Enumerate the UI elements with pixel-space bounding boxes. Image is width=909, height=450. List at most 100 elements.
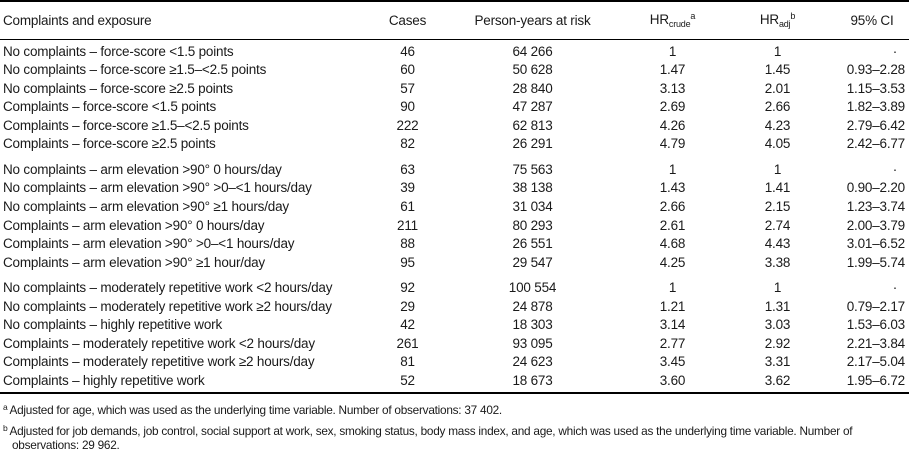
cell-person-years: 24 878 bbox=[512, 298, 553, 314]
cell-exposure-label: Complaints – force-score ≥1.5–<2.5 point… bbox=[3, 117, 249, 133]
cell-person-years: 50 628 bbox=[512, 62, 553, 78]
cell-cases: 92 bbox=[400, 280, 415, 296]
cell-hr-adj: 4.05 bbox=[764, 136, 791, 152]
cell-hr-adj: 4.43 bbox=[764, 236, 791, 252]
results-table: Complaints and exposure Cases Person-yea… bbox=[0, 0, 909, 394]
cell-95-ci: 1.95–6.72 bbox=[846, 373, 905, 388]
table-row: Complaints – moderately repetitive work … bbox=[0, 353, 909, 372]
cell-hr-crude: 1 bbox=[668, 161, 677, 177]
cell-exposure-label: No complaints – moderately repetitive wo… bbox=[3, 298, 332, 314]
footnote-a: a Adjusted for age, which was used as the… bbox=[3, 400, 906, 418]
hr-crude-subscript: crude bbox=[668, 19, 691, 29]
cell-hr-crude: 1.21 bbox=[659, 298, 686, 314]
cell-person-years: 75 563 bbox=[512, 161, 553, 177]
cell-hr-adj: 1 bbox=[773, 161, 782, 177]
table-row: Complaints – highly repetitive work 52 18 … bbox=[0, 371, 909, 393]
cell-95-ci: 0.90–2.20 bbox=[846, 180, 905, 196]
cell-person-years: 47 287 bbox=[512, 99, 553, 115]
cell-cases: 81 bbox=[400, 354, 415, 370]
cell-hr-crude: 3.14 bbox=[659, 317, 686, 333]
cell-cases: 61 bbox=[400, 198, 415, 214]
cell-hr-adj: 4.23 bbox=[764, 117, 791, 133]
table-row: Complaints – arm elevation >90° ≥1 hour/… bbox=[0, 253, 909, 272]
cell-cases: 46 bbox=[400, 43, 415, 59]
cell-hr-adj: 2.15 bbox=[764, 198, 791, 214]
cell-exposure-label: Complaints – highly repetitive work bbox=[3, 373, 205, 388]
cell-hr-adj: 1.31 bbox=[764, 298, 791, 314]
cell-hr-crude: 1 bbox=[668, 280, 677, 296]
cell-hr-adj: 3.38 bbox=[764, 254, 791, 270]
cell-exposure-label: No complaints – force-score <1.5 points bbox=[3, 43, 234, 59]
table-row: Complaints – arm elevation >90° >0–<1 ho… bbox=[0, 234, 909, 253]
header-hr-adj: HRadjb bbox=[720, 1, 835, 40]
table-row: No complaints – force-score ≥2.5 points 5… bbox=[0, 79, 909, 98]
cell-person-years: 26 291 bbox=[512, 136, 553, 152]
cell-exposure-label: No complaints – arm elevation >90° ≥1 ho… bbox=[3, 198, 289, 214]
cell-95-ci: 2.00–3.79 bbox=[846, 217, 905, 233]
header-hr-crude: HRcrudea bbox=[625, 1, 720, 40]
cell-95-ci: 3.01–6.52 bbox=[846, 236, 905, 252]
cell-cases: 211 bbox=[397, 217, 418, 233]
cell-95-ci: 2.21–3.84 bbox=[846, 335, 905, 351]
cell-cases: 42 bbox=[400, 317, 415, 333]
table-row: No complaints – arm elevation >90° 0 hou… bbox=[0, 153, 909, 178]
hr-crude-base: HR bbox=[649, 12, 669, 27]
cell-95-ci: 2.42–6.77 bbox=[846, 136, 905, 152]
cell-person-years: 93 095 bbox=[512, 335, 553, 351]
cell-exposure-label: Complaints – force-score <1.5 points bbox=[3, 99, 217, 115]
cell-95-ci: 1.15–3.53 bbox=[846, 80, 905, 96]
cell-hr-crude: 2.66 bbox=[659, 198, 686, 214]
footnote-b-text: Adjusted for job demands, job control, s… bbox=[9, 423, 853, 450]
cell-95-ci: 1.99–5.74 bbox=[846, 254, 905, 270]
cell-person-years: 64 266 bbox=[512, 43, 553, 59]
cell-person-years: 31 034 bbox=[512, 198, 553, 214]
cell-hr-adj: 2.01 bbox=[764, 80, 791, 96]
cell-95-ci: 2.79–6.42 bbox=[846, 117, 905, 133]
table-row: Complaints – force-score <1.5 points 90 47… bbox=[0, 97, 909, 116]
cell-cases: 29 bbox=[400, 298, 415, 314]
cell-95-ci: 2.17–5.04 bbox=[846, 354, 905, 370]
cell-cases: 90 bbox=[400, 99, 415, 115]
cell-exposure-label: Complaints – moderately repetitive work … bbox=[3, 354, 315, 370]
table-row: No complaints – arm elevation >90° ≥1 ho… bbox=[0, 197, 909, 216]
cell-hr-crude: 1.47 bbox=[659, 62, 686, 78]
header-complaints-exposure: Complaints and exposure bbox=[0, 1, 375, 40]
hr-adj-footnote-marker: b bbox=[790, 11, 796, 21]
cell-hr-adj: 3.62 bbox=[764, 373, 791, 388]
cell-hr-crude: 4.68 bbox=[659, 236, 686, 252]
cell-person-years: 80 293 bbox=[512, 217, 553, 233]
cell-exposure-label: No complaints – arm elevation >90° 0 hou… bbox=[3, 161, 282, 177]
header-row: Complaints and exposure Cases Person-yea… bbox=[0, 1, 909, 40]
cell-exposure-label: Complaints – moderately repetitive work … bbox=[3, 335, 315, 351]
cell-hr-crude: 4.26 bbox=[659, 117, 686, 133]
cell-exposure-label: No complaints – arm elevation >90° >0–<1… bbox=[3, 180, 312, 196]
cell-hr-adj: 1.41 bbox=[764, 180, 791, 196]
cell-hr-crude: 4.79 bbox=[659, 136, 686, 152]
cell-95-ci: · bbox=[892, 43, 897, 59]
cell-hr-crude: 2.61 bbox=[659, 217, 686, 233]
footnote-a-marker: a bbox=[3, 402, 8, 412]
cell-person-years: 38 138 bbox=[512, 180, 553, 196]
cell-exposure-label: No complaints – moderately repetitive wo… bbox=[3, 280, 333, 296]
hr-crude-footnote-marker: a bbox=[690, 11, 696, 21]
table-row: No complaints – highly repetitive work 42… bbox=[0, 315, 909, 334]
table-row: No complaints – force-score ≥1.5–<2.5 po… bbox=[0, 60, 909, 79]
cell-95-ci: 0.79–2.17 bbox=[846, 298, 905, 314]
cell-cases: 60 bbox=[400, 62, 415, 78]
cell-person-years: 24 623 bbox=[512, 354, 553, 370]
cell-exposure-label: Complaints – arm elevation >90° 0 hours/… bbox=[3, 217, 265, 233]
header-person-years: Person-years at risk bbox=[440, 1, 625, 40]
cell-exposure-label: No complaints – force-score ≥2.5 points bbox=[3, 80, 233, 96]
cell-person-years: 29 547 bbox=[512, 254, 553, 270]
cell-hr-adj: 2.92 bbox=[764, 335, 791, 351]
hr-adj-subscript: adj bbox=[778, 19, 791, 29]
cell-exposure-label: No complaints – highly repetitive work bbox=[3, 317, 222, 333]
table-row: Complaints – force-score ≥2.5 points 82 26… bbox=[0, 135, 909, 154]
table-row: Complaints – arm elevation >90° 0 hours/… bbox=[0, 216, 909, 235]
cell-hr-crude: 4.25 bbox=[659, 254, 686, 270]
cell-exposure-label: Complaints – arm elevation >90° ≥1 hour/… bbox=[3, 254, 265, 270]
cell-hr-crude: 1.43 bbox=[659, 180, 686, 196]
cell-cases: 261 bbox=[396, 335, 419, 351]
cell-95-ci: · bbox=[892, 161, 897, 177]
table-row: Complaints – force-score ≥1.5–<2.5 point… bbox=[0, 116, 909, 135]
